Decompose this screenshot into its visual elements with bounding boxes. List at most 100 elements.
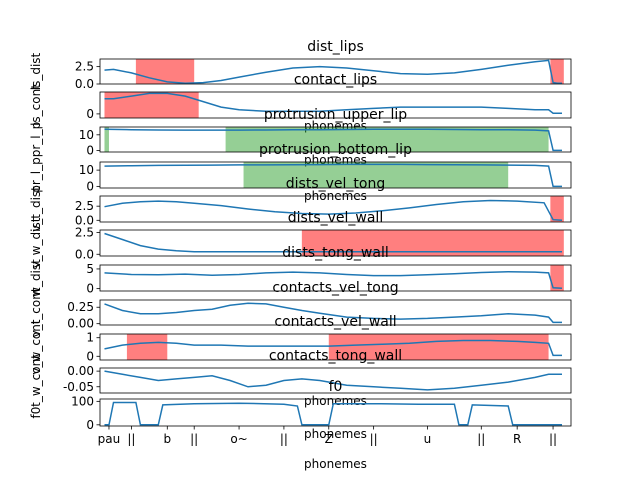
- x-tick-label: ||: [370, 432, 378, 446]
- shaded-region: [328, 334, 549, 360]
- y-tick-label: 0: [86, 143, 94, 157]
- axes-frame: [99, 58, 572, 85]
- y-tick-label: 2.5: [75, 226, 94, 240]
- subplot-contacts-vel-wall: 0 1 contacts_vel_wall v_w_cont: [29, 314, 572, 375]
- axes-frame: [99, 195, 572, 223]
- x-tick-label: ||: [477, 432, 485, 446]
- series-line: [104, 92, 562, 114]
- axes-frame: [99, 367, 572, 394]
- shaded-region: [135, 59, 195, 84]
- series-line: [104, 370, 562, 391]
- y-tick-label: 2.5: [75, 60, 94, 74]
- subplot-title: dists_vel_wall: [288, 210, 383, 226]
- shaded-region: [550, 265, 564, 291]
- y-axis-label: v_w_cont: [29, 319, 43, 374]
- axes-frame: [99, 333, 572, 361]
- axes-frame: [99, 91, 572, 119]
- x-axis-label: phonemes: [304, 394, 367, 408]
- shaded-region: [243, 162, 509, 188]
- axes-frame: [99, 299, 572, 326]
- y-tick-label: 0.25: [67, 300, 94, 314]
- y-axis-label: ls_dist: [29, 52, 43, 90]
- x-tick-label: ||: [127, 432, 135, 446]
- y-axis-label: ls_cont: [29, 84, 43, 126]
- subplot-title: contacts_vel_wall: [274, 314, 396, 330]
- y-tick-label: 0: [86, 282, 94, 296]
- y-tick-label: 0.0: [75, 247, 94, 261]
- y-axis-label: v_w_dist: [29, 217, 43, 268]
- series-line: [104, 128, 562, 152]
- series-line: [104, 199, 563, 222]
- x-tick-label: pau: [98, 432, 121, 446]
- y-tick-label: 1: [86, 331, 94, 345]
- y-axis-label: f0: [29, 407, 43, 419]
- series-line: [104, 59, 562, 85]
- y-axis-label: w_dist: [29, 259, 43, 297]
- y-tick-label: 0: [86, 179, 94, 193]
- axes-frame: [99, 126, 572, 153]
- y-tick-label: 10: [79, 163, 94, 177]
- subplot-title: contact_lips: [294, 72, 377, 88]
- series-line: [104, 270, 563, 289]
- x-tick-label: b: [163, 432, 171, 446]
- subplot-title: dist_lips: [307, 39, 364, 55]
- y-tick-label: 0.00: [67, 364, 94, 378]
- y-axis-label: t_w_cont: [29, 354, 43, 407]
- x-tick-label: ||: [280, 432, 288, 446]
- subplot-title: contacts_tong_wall: [269, 348, 402, 364]
- subplot-title: protrusion_bottom_lip: [259, 142, 412, 158]
- subplot-title: f0: [329, 379, 343, 395]
- subplot-title: dists_vel_tong: [286, 176, 385, 192]
- figure-x-label: phonemes: [304, 457, 367, 471]
- axes-frame: [99, 229, 572, 257]
- x-axis-label: phonemes: [304, 427, 367, 441]
- y-axis-label: pr_l_p: [29, 157, 43, 193]
- shaded-region: [550, 59, 564, 84]
- series-line: [104, 401, 562, 426]
- series-line: [104, 339, 562, 357]
- x-tick-label: Z: [325, 432, 333, 446]
- shaded-region: [126, 334, 168, 360]
- y-tick-label: 0: [86, 107, 94, 121]
- x-tick-label: o~: [230, 432, 247, 446]
- y-tick-label: 0: [86, 349, 94, 363]
- y-axis-label: v_t_cont: [29, 287, 43, 337]
- series-line: [104, 163, 562, 188]
- x-tick-label: ||: [549, 432, 557, 446]
- subplot-dists-vel-tong: 0.02.5 dists_vel_tong v_t_dist: [29, 176, 572, 232]
- y-tick-label: 0.0: [75, 213, 94, 227]
- shaded-region: [104, 127, 109, 152]
- x-tick-label: u: [424, 432, 432, 446]
- subplot-contacts-vel-tong: 0.00 0.25 contacts_vel_tong v_t_cont: [29, 280, 572, 338]
- y-tick-label: 5: [86, 262, 94, 276]
- axes-frame: [99, 264, 572, 292]
- series-line: [104, 232, 562, 253]
- axes-frame: [99, 398, 572, 427]
- y-tick-label: 2.5: [75, 199, 94, 213]
- x-tick-label: R: [513, 432, 521, 446]
- y-tick-label: 0: [86, 418, 94, 432]
- y-axis-label: pr_l_p: [29, 122, 43, 158]
- series-line: [104, 302, 562, 324]
- x-tick-label: ||: [190, 432, 198, 446]
- y-axis-label: v_t_dist: [29, 186, 43, 232]
- y-tick-label: -0.05: [63, 380, 94, 394]
- subplot-title: protrusion_upper_lip: [264, 107, 407, 123]
- shaded-region: [225, 127, 549, 152]
- subplot-title: contacts_vel_tong: [272, 280, 398, 296]
- subplot-dist-lips: 0.0 2.5 dist_lips ls_dist: [29, 39, 572, 91]
- subplot-dists-tong-wall: 0 5 dists_tong_wall w_dist: [29, 245, 572, 297]
- axes-frame: [99, 161, 572, 189]
- y-tick-label: 0.00: [67, 317, 94, 331]
- y-tick-label: 0.0: [75, 77, 94, 91]
- y-tick-label: 10: [79, 128, 94, 142]
- subplot-title: dists_tong_wall: [282, 245, 388, 261]
- y-tick-label: 100: [71, 394, 94, 408]
- shaded-region: [550, 196, 564, 222]
